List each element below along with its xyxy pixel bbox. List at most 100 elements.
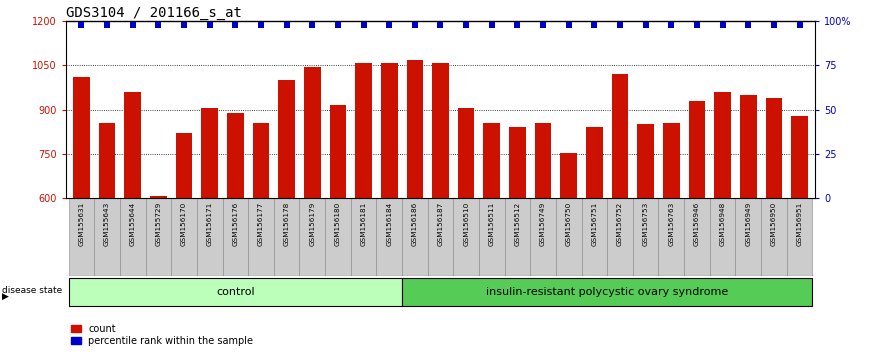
Point [408,22,422,28]
Bar [376,198,402,276]
Bar [124,92,141,198]
Point [126,22,140,28]
Text: GSM156948: GSM156948 [720,202,726,246]
Bar [227,113,244,198]
Bar [433,63,448,198]
Bar [458,108,475,198]
Bar [94,198,120,276]
Point [382,22,396,28]
Text: GSM156180: GSM156180 [335,202,341,246]
Bar [325,198,351,276]
Text: disease state: disease state [2,286,62,295]
Text: GSM156951: GSM156951 [796,202,803,246]
Text: GSM156751: GSM156751 [591,202,597,246]
Bar [402,278,812,306]
Text: GSM156177: GSM156177 [258,202,264,246]
Point [664,22,678,28]
Text: GSM156763: GSM156763 [669,202,674,246]
Bar [505,198,530,276]
Bar [351,198,376,276]
Bar [248,198,274,276]
Bar [710,198,736,276]
Text: GSM156186: GSM156186 [411,202,418,246]
Point [152,22,166,28]
Text: GSM156171: GSM156171 [207,202,212,246]
Bar [740,95,757,198]
Text: GSM156946: GSM156946 [694,202,700,246]
Bar [714,92,731,198]
Bar [150,196,167,198]
Text: insulin-resistant polycystic ovary syndrome: insulin-resistant polycystic ovary syndr… [486,287,729,297]
Bar [663,123,679,198]
Bar [736,198,761,276]
Text: GSM156179: GSM156179 [309,202,315,246]
Bar [253,123,270,198]
Bar [196,198,223,276]
Bar [454,198,479,276]
Bar [99,123,115,198]
Bar [304,67,321,198]
Text: GSM155631: GSM155631 [78,202,85,246]
Point [177,22,191,28]
Text: GSM156753: GSM156753 [642,202,648,246]
Point [793,22,807,28]
Bar [329,105,346,198]
Point [305,22,319,28]
Text: GDS3104 / 201166_s_at: GDS3104 / 201166_s_at [66,6,242,20]
Point [74,22,88,28]
Bar [509,127,526,198]
Text: GSM156750: GSM156750 [566,202,572,246]
Bar [120,198,145,276]
Text: GSM156187: GSM156187 [438,202,443,246]
Bar [479,198,505,276]
Bar [381,63,397,198]
Point [715,22,729,28]
Text: GSM156749: GSM156749 [540,202,546,246]
Bar [300,198,325,276]
Point [536,22,550,28]
Point [690,22,704,28]
Bar [607,198,633,276]
Bar [611,74,628,198]
Point [279,22,293,28]
Bar [581,198,607,276]
Point [485,22,499,28]
Point [562,22,576,28]
Point [100,22,115,28]
Text: GSM156511: GSM156511 [489,202,495,246]
Bar [202,108,218,198]
Legend: count, percentile rank within the sample: count, percentile rank within the sample [71,324,254,346]
Point [588,22,602,28]
Text: GSM155729: GSM155729 [155,202,161,246]
Bar [145,198,171,276]
Bar [766,98,782,198]
Text: GSM156184: GSM156184 [386,202,392,246]
Bar [556,198,581,276]
Point [766,22,781,28]
Point [254,22,268,28]
Point [741,22,755,28]
Text: GSM156178: GSM156178 [284,202,290,246]
Text: GSM156950: GSM156950 [771,202,777,246]
Bar [73,77,90,198]
Text: GSM155643: GSM155643 [104,202,110,246]
Bar [560,153,577,198]
Bar [402,198,427,276]
Point [613,22,627,28]
Text: control: control [216,287,255,297]
Text: GSM155644: GSM155644 [130,202,136,246]
Bar [69,198,94,276]
Text: GSM156512: GSM156512 [515,202,521,246]
Text: GSM156510: GSM156510 [463,202,470,246]
Bar [658,198,685,276]
Bar [586,127,603,198]
Point [357,22,371,28]
Bar [637,125,654,198]
Text: GSM156752: GSM156752 [617,202,623,246]
Bar [355,63,372,198]
Bar [171,198,196,276]
Text: ▶: ▶ [2,292,9,301]
Bar [685,198,710,276]
Point [639,22,653,28]
Point [203,22,217,28]
